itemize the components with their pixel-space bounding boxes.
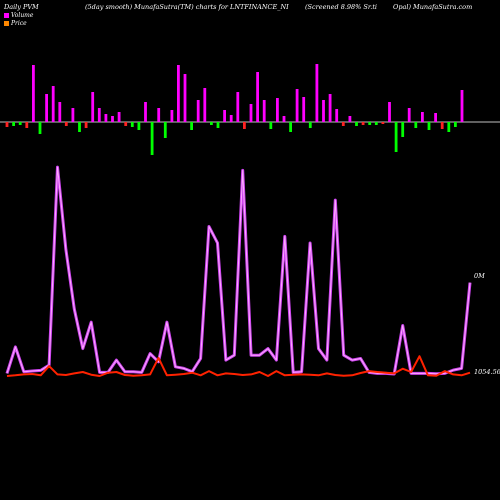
pvm-bar (368, 122, 372, 125)
pvm-bar (177, 65, 180, 122)
pvm-bar (407, 108, 411, 122)
pvm-bar (401, 122, 405, 137)
pvm-bar (236, 92, 240, 122)
pvm-bar (315, 64, 319, 122)
pvm-bar (421, 112, 424, 122)
pvm-bar (64, 122, 68, 126)
pvm-bar (196, 100, 200, 122)
legend-label-price: Price (11, 19, 27, 27)
pvm-bar (97, 108, 101, 122)
pvm-bar (262, 100, 266, 122)
header-center-right: (Screened 8.98% Sr.ti (305, 3, 378, 11)
price-axis-label: 1054.56 (474, 368, 500, 376)
pvm-bar (348, 116, 352, 122)
pvm-bar (361, 122, 365, 125)
pvm-bar (210, 122, 213, 125)
pvm-bar (447, 122, 451, 132)
pvm-bar (117, 112, 121, 122)
pvm-bar (355, 122, 358, 126)
legend-swatch-price (4, 20, 9, 26)
pvm-bar (335, 109, 339, 122)
pvm-bar (308, 122, 312, 128)
pvm-bar (328, 94, 332, 122)
pvm-bar (414, 122, 418, 128)
pvm-bars (5, 64, 464, 155)
pvm-bar (51, 86, 55, 122)
legend-item-volume: Volume (4, 11, 33, 19)
pvm-bar (78, 122, 81, 132)
pvm-bar (45, 94, 48, 122)
pvm-bar (84, 122, 88, 128)
pvm-bar (58, 102, 62, 122)
pvm-bar (388, 102, 391, 122)
header-left: Daily PVM (4, 3, 39, 11)
pvm-bar (454, 122, 457, 127)
pvm-bar (104, 114, 108, 122)
pvm-bar (150, 122, 154, 155)
legend-label-volume: Volume (11, 11, 34, 19)
pvm-bar (302, 97, 306, 122)
pvm-bar (5, 122, 9, 127)
pvm-bar (157, 108, 161, 122)
legend-swatch-volume (4, 12, 9, 18)
pvm-bar (190, 122, 193, 130)
pvm-bar (289, 122, 292, 132)
pvm-bar (269, 122, 273, 129)
pvm-bar (71, 108, 75, 122)
pvm-bar (374, 122, 378, 125)
pvm-bar (111, 116, 114, 122)
pvm-bar (170, 110, 174, 122)
pvm-bar (256, 72, 259, 122)
pvm-bar (203, 88, 207, 122)
pvm-bar (460, 90, 464, 122)
pvm-bar (434, 113, 437, 122)
pvm-bar (440, 122, 444, 129)
pvm-bar (216, 122, 220, 128)
pvm-bar (124, 122, 128, 126)
pvm-bar (12, 122, 15, 126)
pvm-bar (322, 100, 325, 122)
pvm-bar (38, 122, 42, 134)
pvm-bar (130, 122, 134, 127)
pvm-bar (163, 122, 167, 138)
pvm-bar (243, 122, 246, 129)
pvm-bar (341, 122, 345, 126)
header-right: Opal) MunafaSutra.com (393, 3, 473, 11)
pvm-bar (18, 122, 22, 125)
legend-item-price: Price (4, 19, 33, 27)
pvm-bar (276, 98, 279, 122)
pvm-bar (25, 122, 29, 128)
volume-axis-label: 0M (474, 272, 485, 280)
legend: Volume Price (4, 11, 33, 27)
price-line (6, 355, 471, 377)
pvm-bar (183, 74, 187, 122)
pvm-bar (282, 116, 286, 122)
pvm-bar (91, 92, 95, 122)
pvm-bar (394, 122, 398, 152)
pvm-bar (223, 110, 226, 122)
pvm-bar (32, 65, 35, 122)
pvm-bar (381, 122, 385, 124)
pvm-bar (229, 115, 233, 122)
pvm-bar (144, 102, 147, 122)
pvm-bar (427, 122, 431, 130)
pvm-bar (249, 104, 253, 122)
pvm-bar (137, 122, 141, 130)
pvm-bar (295, 89, 299, 122)
header-center-left: (5day smooth) MunafaSutra(TM) charts for… (85, 3, 289, 11)
